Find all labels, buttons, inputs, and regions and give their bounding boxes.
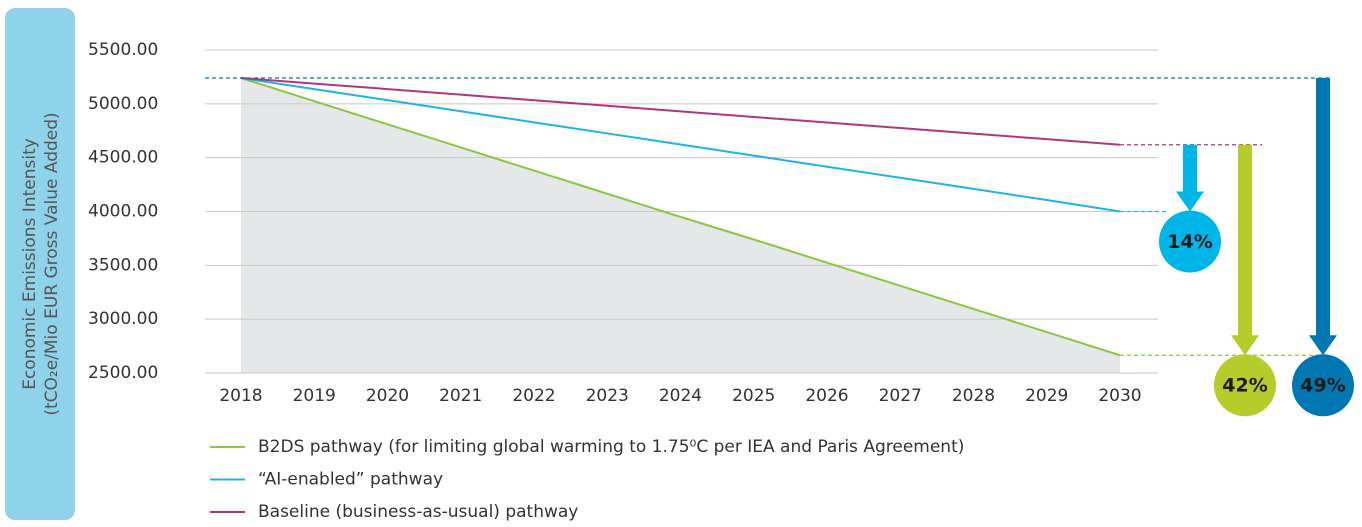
y-tick-label: 3500.00: [88, 255, 158, 275]
x-tick-label: 2025: [732, 386, 775, 406]
y-tick-label: 2500.00: [88, 363, 158, 383]
x-tick-label: 2028: [952, 386, 995, 406]
y-tick-label: 3000.00: [88, 309, 158, 329]
y-tick-label: 5500.00: [88, 40, 158, 60]
annotation-label: 14%: [1167, 231, 1212, 253]
area: [241, 77, 1120, 373]
y-tick-label: 4500.00: [88, 148, 158, 168]
series-line: [240, 77, 1121, 213]
x-tick-label: 2030: [1098, 386, 1141, 406]
legend-label: “AI-enabled” pathway: [258, 470, 443, 490]
y-tick-label: 4000.00: [88, 202, 158, 222]
arrow-head: [1231, 335, 1259, 356]
x-tick-label: 2022: [512, 386, 555, 406]
series-line: [240, 77, 1121, 357]
x-tick-label: 2019: [293, 386, 336, 406]
series-line: [240, 76, 1121, 146]
legend-label: Baseline (business-as-usual) pathway: [258, 502, 578, 522]
arrow-shaft: [1316, 77, 1330, 338]
x-tick-label: 2018: [219, 386, 262, 406]
annotation-label: 42%: [1222, 375, 1267, 397]
x-tick-label: 2027: [879, 386, 922, 406]
x-tick-label: 2020: [366, 386, 409, 406]
annotation-circle: [1214, 354, 1276, 417]
arrow-head: [1309, 335, 1337, 356]
x-tick-label: 2024: [659, 386, 702, 406]
x-tick-label: 2023: [586, 386, 629, 406]
annotation-label: 49%: [1300, 375, 1345, 397]
arrow-shaft: [1183, 144, 1197, 194]
legend-label: B2DS pathway (for limiting global warmin…: [258, 437, 964, 457]
annotation-circle: [1292, 354, 1354, 417]
y-label-box: [5, 8, 75, 520]
arrow-head: [1176, 191, 1204, 212]
y-axis-label: (tCO₂e/Mio EUR Gross Value Added): [42, 112, 62, 415]
x-tick-label: 2029: [1025, 386, 1068, 406]
annotation-circle: [1159, 210, 1221, 273]
arrow-shaft: [1238, 144, 1252, 338]
x-tick-label: 2021: [439, 386, 482, 406]
x-tick-label: 2026: [805, 386, 848, 406]
y-tick-label: 5000.00: [88, 94, 158, 114]
y-axis-label: Economic Emissions Intensity: [20, 138, 40, 390]
